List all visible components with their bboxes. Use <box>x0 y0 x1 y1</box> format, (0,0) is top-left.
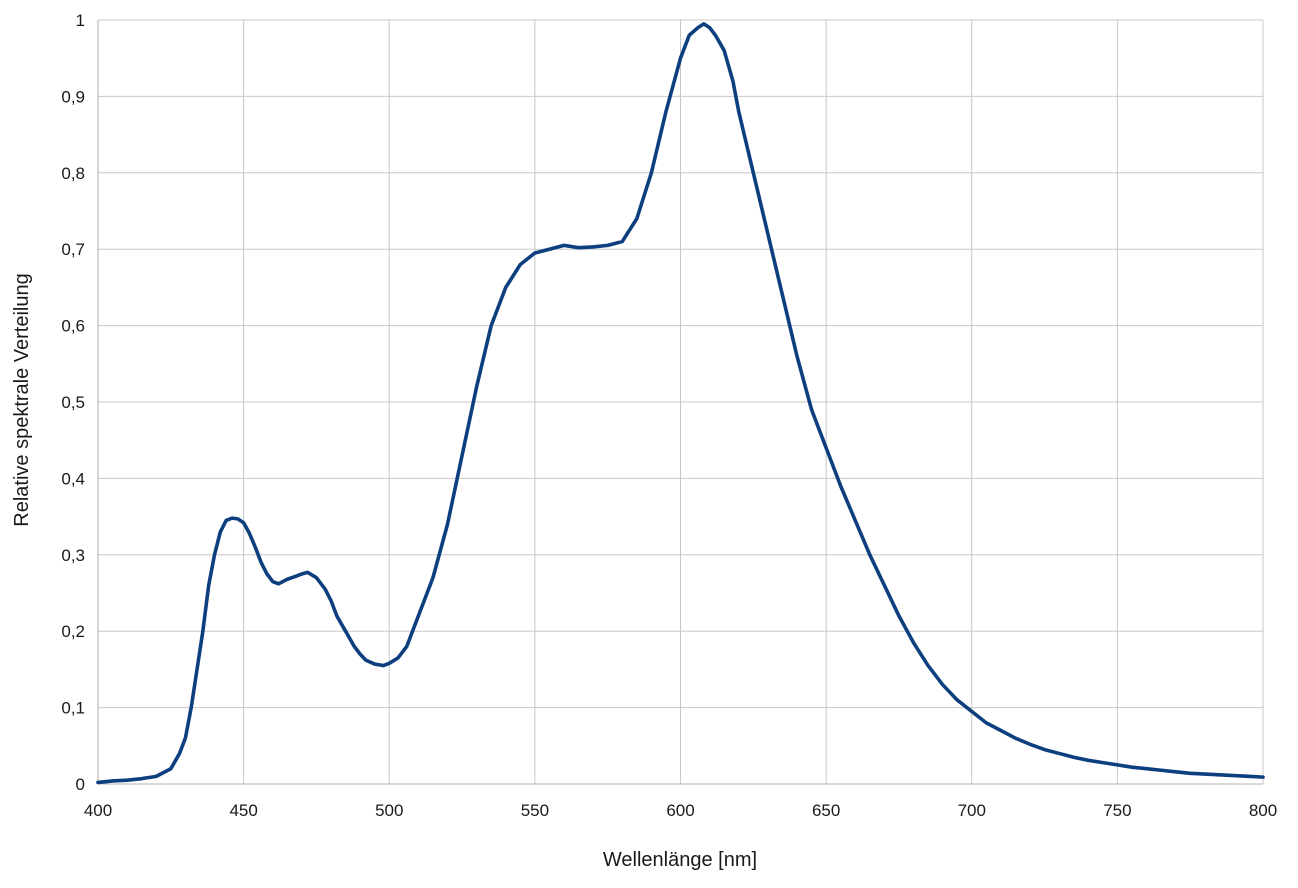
y-tick-label: 0,2 <box>61 622 85 641</box>
x-tick-label: 550 <box>521 801 549 820</box>
y-tick-label: 0,3 <box>61 546 85 565</box>
y-tick-label: 0,1 <box>61 699 85 718</box>
x-axis-label: Wellenlänge [nm] <box>603 849 757 871</box>
y-tick-label: 0,6 <box>61 317 85 336</box>
spectral-curve-line <box>96 22 1265 785</box>
y-tick-label: 0,8 <box>61 164 85 183</box>
series-layer <box>96 22 1265 785</box>
grid-lines <box>97 19 1264 785</box>
y-axis-label: Relative spektrale Verteilung <box>11 273 33 526</box>
x-tick-label: 400 <box>84 801 112 820</box>
y-tick-label: 1 <box>76 11 85 30</box>
x-tick-label: 650 <box>812 801 840 820</box>
x-tick-label: 450 <box>229 801 257 820</box>
y-tick-labels: 0 0,1 0,2 0,3 0,4 0,5 0,6 0,7 0,8 0,9 1 <box>61 11 85 794</box>
y-tick-label: 0,5 <box>61 393 85 412</box>
x-tick-labels: 400 450 500 550 600 650 700 750 800 <box>84 801 1277 820</box>
x-tick-label: 750 <box>1103 801 1131 820</box>
x-tick-label: 800 <box>1249 801 1277 820</box>
axes <box>97 20 1263 785</box>
x-tick-label: 700 <box>958 801 986 820</box>
x-tick-label: 500 <box>375 801 403 820</box>
x-tick-label: 600 <box>666 801 694 820</box>
y-tick-label: 0,4 <box>61 469 85 488</box>
y-tick-label: 0,9 <box>61 87 85 106</box>
y-tick-label: 0 <box>76 775 85 794</box>
y-tick-label: 0,7 <box>61 240 85 259</box>
